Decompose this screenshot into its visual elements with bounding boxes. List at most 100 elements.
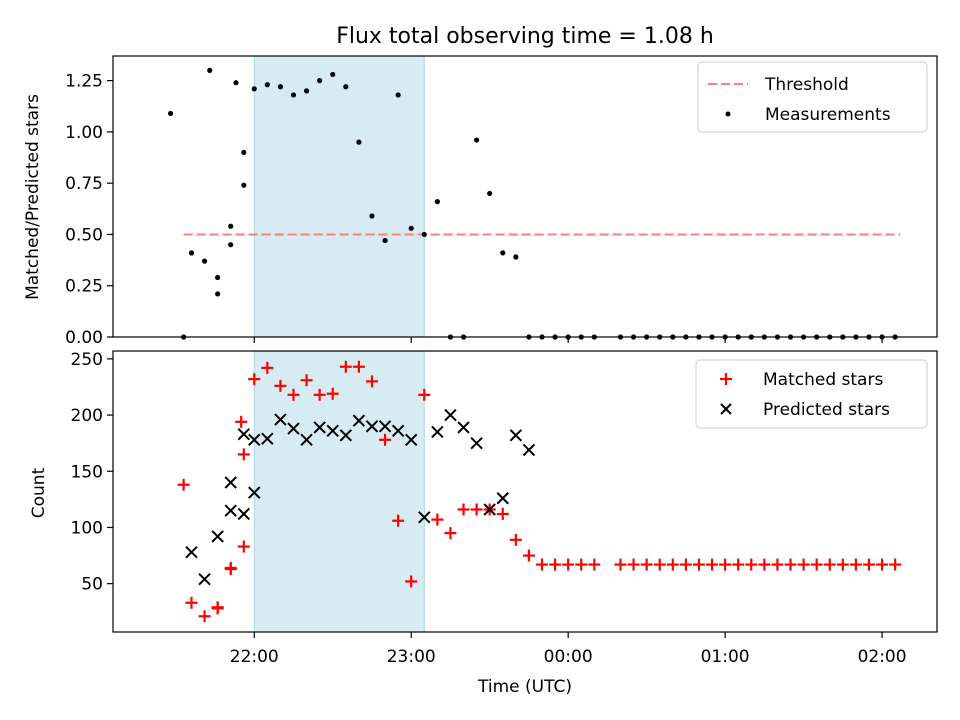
measurement-point <box>188 250 195 256</box>
predicted-star-marker-b <box>287 422 300 435</box>
matched-star-marker <box>392 514 405 527</box>
matched-star-marker <box>237 540 250 553</box>
predicted-star-marker-b <box>211 530 224 543</box>
predicted-star-marker-b <box>224 476 237 489</box>
bottom-legend-box <box>695 359 928 429</box>
y-tick-label: 250 <box>71 350 103 370</box>
predicted-star-marker <box>300 433 313 447</box>
matched-star-marker <box>797 558 810 571</box>
matched-star-marker <box>653 558 666 571</box>
predicted-star-marker <box>224 504 237 517</box>
predicted-star-marker-b <box>418 511 431 524</box>
matched-star-marker <box>719 558 732 571</box>
measurement-point <box>369 213 375 219</box>
matched-star-marker <box>211 601 224 614</box>
x-tick-label: 01:00 <box>701 647 750 667</box>
matched-star-marker <box>287 388 300 401</box>
top-legend-box <box>697 61 928 133</box>
matched-star-marker <box>261 361 274 374</box>
measurement-point <box>228 242 234 248</box>
predicted-star-marker <box>313 421 326 434</box>
predicted-star-marker <box>496 492 509 505</box>
measurement-point <box>513 254 519 260</box>
matched-star-marker <box>509 533 522 546</box>
predicted-star-marker <box>444 408 457 422</box>
predicted-stars-series <box>185 408 536 586</box>
matched-star-marker <box>326 387 339 400</box>
legend-matched-swatch <box>720 373 732 385</box>
measurement-point <box>264 82 270 88</box>
predicted-star-marker <box>483 503 496 516</box>
matched-star-marker <box>237 448 250 461</box>
matched-star-marker <box>575 558 588 571</box>
predicted-star-marker-b <box>457 421 470 434</box>
matched-star-marker <box>300 374 313 387</box>
predicted-star-marker-b <box>313 421 326 434</box>
bottom-panel: 50 100 150 200 250 22:00 23:00 00:00 01:00 02:00… <box>29 350 938 697</box>
predicted-star-marker <box>339 429 353 442</box>
predicted-star-marker-b <box>496 492 509 505</box>
matched-star-marker <box>692 558 705 571</box>
predicted-star-marker-b <box>339 429 353 442</box>
predicted-star-marker <box>431 425 444 439</box>
predicted-star-marker <box>287 422 300 435</box>
y-tick-label: 200 <box>71 406 103 426</box>
matched-star-marker <box>470 503 483 516</box>
predicted-star-marker-b <box>522 443 536 457</box>
predicted-star-marker <box>274 413 287 426</box>
measurement-point <box>487 190 493 197</box>
matched-star-marker <box>536 558 549 571</box>
measurement-point <box>201 258 208 264</box>
legend-measurements-label: Measurements <box>765 105 891 125</box>
predicted-star-marker-b <box>365 420 379 433</box>
predicted-star-marker-b <box>248 433 261 447</box>
y-tick-label: 0.75 <box>65 174 103 194</box>
matched-star-marker <box>431 513 444 526</box>
measurement-point <box>500 250 506 256</box>
measurement-point <box>382 237 388 244</box>
matched-star-marker <box>732 558 745 571</box>
measurement-point <box>474 137 480 143</box>
predicted-star-marker <box>457 421 470 434</box>
matched-star-marker <box>889 558 902 571</box>
chart-title: Flux total observing time = 1.08 h <box>336 24 714 49</box>
measurement-point <box>421 231 427 238</box>
bottom-y-label: Count <box>29 467 49 518</box>
y-tick-label: 150 <box>71 462 103 482</box>
predicted-star-marker <box>470 436 483 450</box>
matched-star-marker <box>248 373 261 386</box>
predicted-star-marker-b <box>431 425 444 439</box>
predicted-star-marker <box>418 511 431 524</box>
predicted-star-marker <box>352 414 366 427</box>
predicted-star-marker-b <box>444 408 457 422</box>
predicted-star-marker <box>391 424 405 438</box>
matched-star-marker <box>198 610 211 623</box>
measurement-point <box>343 84 349 90</box>
measurement-point <box>290 92 297 98</box>
matched-star-marker <box>706 558 719 571</box>
predicted-star-marker-b <box>509 429 523 442</box>
predicted-star-marker <box>365 420 379 433</box>
measurement-point <box>277 84 284 90</box>
x-tick-label: 00:00 <box>544 647 593 667</box>
y-tick-label: 0.25 <box>65 277 103 297</box>
measurement-point <box>408 225 414 231</box>
predicted-star-marker <box>248 486 261 499</box>
top-panel: 0.00 0.25 0.50 0.75 1.00 1.25 Matched/Predict… <box>23 55 938 348</box>
matched-star-marker <box>614 558 627 571</box>
measurement-point <box>303 88 310 94</box>
predicted-star-marker <box>522 443 536 457</box>
matched-star-marker <box>745 558 758 571</box>
predicted-star-marker <box>198 572 211 586</box>
matched-star-marker <box>496 507 509 520</box>
legend-predicted-label: Predicted stars <box>763 400 890 420</box>
matched-star-marker <box>771 558 784 571</box>
predicted-star-marker-b <box>405 433 418 447</box>
x-tick-label: 02:00 <box>858 647 907 667</box>
x-tick-label: 23:00 <box>387 647 436 667</box>
matched-star-marker <box>379 433 392 446</box>
predicted-star-marker <box>326 424 339 438</box>
predicted-star-marker-b <box>391 424 405 438</box>
bottom-axes-frame <box>112 350 938 633</box>
predicted-star-marker-b <box>198 572 211 586</box>
